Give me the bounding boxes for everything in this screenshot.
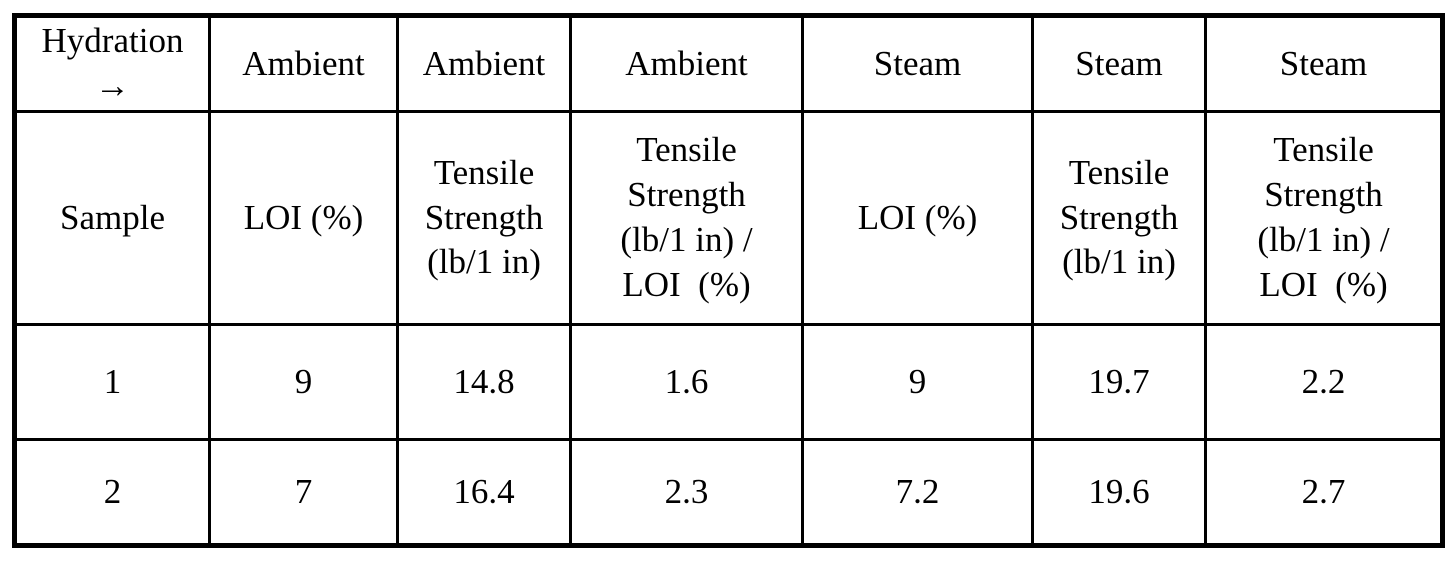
condition-steam-3-cell: Steam (1204, 14, 1444, 113)
value-cell: 7 (208, 438, 399, 547)
tensile-ambient-header-cell: Tensile Strength (lb/1 in) (396, 110, 572, 326)
condition-steam-1-cell: Steam (801, 14, 1034, 113)
value-cell: 9 (801, 323, 1034, 441)
value-cell: 16.4 (396, 438, 572, 547)
condition-ambient-2-cell: Ambient (396, 14, 572, 113)
condition-steam-2-cell: Steam (1031, 14, 1207, 113)
sample-header-cell: Sample (13, 110, 211, 326)
tensile-steam-header-cell: Tensile Strength (lb/1 in) (1031, 110, 1207, 326)
table-row-sample-2: 2 7 16.4 2.3 7.2 19.6 2.7 (13, 438, 1444, 547)
value-cell: 19.6 (1031, 438, 1207, 547)
value-cell: 2.7 (1204, 438, 1444, 547)
table-row-sample-1: 1 9 14.8 1.6 9 19.7 2.2 (13, 323, 1444, 441)
tensile-loi-ratio-ambient-header-cell: Tensile Strength (lb/1 in) / LOI (%) (569, 110, 804, 326)
measurement-header-row: Sample LOI (%) Tensile Strength (lb/1 in… (13, 110, 1444, 326)
loi-steam-header-cell: LOI (%) (801, 110, 1034, 326)
condition-ambient-3-cell: Ambient (569, 14, 804, 113)
value-cell: 7.2 (801, 438, 1034, 547)
value-cell: 2.3 (569, 438, 804, 547)
value-cell: 9 (208, 323, 399, 441)
hydration-arrow-corner-cell: Hydration → (13, 14, 211, 113)
tensile-loi-ratio-steam-header-cell: Tensile Strength (lb/1 in) / LOI (%) (1204, 110, 1444, 326)
value-cell: 2.2 (1204, 323, 1444, 441)
value-cell: 19.7 (1031, 323, 1207, 441)
hydration-results-table: Hydration → Ambient Ambient Ambient Stea… (12, 13, 1445, 548)
loi-ambient-header-cell: LOI (%) (208, 110, 399, 326)
sample-id-cell: 2 (13, 438, 211, 547)
sample-id-cell: 1 (13, 323, 211, 441)
condition-header-row: Hydration → Ambient Ambient Ambient Stea… (13, 14, 1444, 113)
value-cell: 1.6 (569, 323, 804, 441)
value-cell: 14.8 (396, 323, 572, 441)
condition-ambient-1-cell: Ambient (208, 14, 399, 113)
